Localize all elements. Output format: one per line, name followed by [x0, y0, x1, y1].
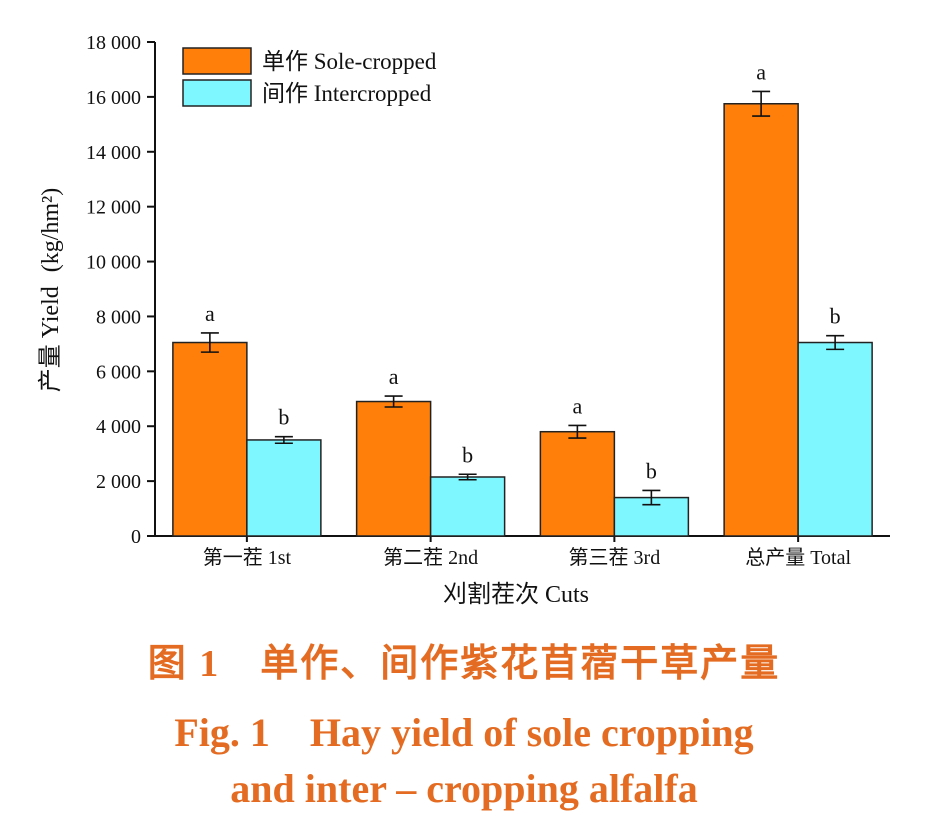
bar — [429, 476, 506, 537]
y-tick-label: 8 000 — [96, 306, 141, 328]
y-tick-label: 2 000 — [96, 471, 141, 493]
y-tick-label: 10 000 — [86, 252, 141, 274]
legend-swatch — [182, 47, 252, 75]
significance-letter: b — [830, 304, 841, 329]
y-tick-label: 16 000 — [86, 87, 141, 109]
y-axis-title-unit: (kg/hm²) — [38, 188, 64, 273]
significance-letter: a — [205, 301, 215, 326]
bar — [797, 341, 873, 537]
bar — [172, 341, 248, 537]
x-tick-label: 第三茬 3rd — [569, 546, 661, 569]
x-axis-title: 刈割茬次 Cuts — [443, 581, 589, 608]
bars: a b a b a b a b — [172, 59, 873, 537]
y-axis-title: 产量 Yield (kg/hm²) — [37, 188, 64, 393]
x-tick-label: 第二茬 2nd — [383, 546, 478, 569]
bar-chart: 0 2 000 4 000 6 000 8 000 10 000 12 000 14 000 1… — [37, 32, 890, 608]
significance-letter: b — [462, 442, 473, 467]
y-tick-label: 0 — [131, 526, 141, 548]
significance-letter: a — [389, 364, 399, 389]
significance-letter: a — [572, 393, 582, 418]
x-tick-label: 第一茬 1st — [203, 546, 292, 569]
x-axis: 第一茬 1st 第二茬 2nd 第三茬 3rd 总产量 Total — [155, 535, 890, 569]
y-axis-title-main: 产量 Yield — [37, 286, 64, 392]
legend-label: 间作 Intercropped — [262, 81, 432, 106]
legend-swatch — [182, 79, 252, 107]
y-tick-label: 4 000 — [96, 416, 141, 438]
legend: 单作 Sole-cropped 间作 Intercropped — [182, 47, 437, 107]
y-tick-label: 12 000 — [86, 197, 141, 219]
significance-letter: b — [278, 405, 289, 430]
legend-label: 单作 Sole-cropped — [262, 49, 437, 74]
y-tick-label: 14 000 — [86, 142, 141, 164]
y-tick-label: 6 000 — [96, 361, 141, 383]
x-tick-label: 总产量 Total — [745, 546, 851, 569]
figure-caption-chinese: 图 1 单作、间作紫花苜蓿干草产量 — [147, 643, 781, 685]
bar — [355, 400, 432, 537]
bar — [723, 103, 799, 537]
significance-letter: b — [646, 458, 657, 483]
y-axis: 0 2 000 4 000 6 000 8 000 10 000 12 000 14 000 1… — [86, 32, 156, 548]
bar — [246, 439, 322, 537]
figure-caption-english-line1: Fig. 1 Hay yield of sole cropping — [174, 710, 754, 755]
figure-caption-english-line2: and inter – cropping alfalfa — [230, 766, 698, 811]
bar — [539, 430, 616, 537]
significance-letter: a — [756, 59, 766, 84]
y-tick-label: 18 000 — [86, 32, 141, 54]
